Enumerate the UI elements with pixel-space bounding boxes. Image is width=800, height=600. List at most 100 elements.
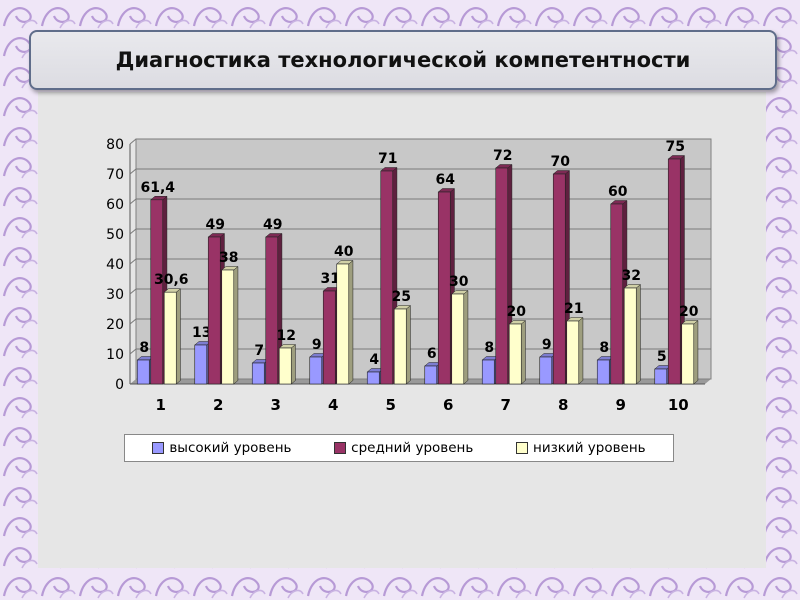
data-label: 72 xyxy=(493,148,512,164)
bar xyxy=(309,356,323,385)
data-label: 8 xyxy=(484,340,494,356)
bar xyxy=(251,362,265,385)
bar-side xyxy=(521,319,526,385)
x-tick-label: 5 xyxy=(386,396,396,414)
bar xyxy=(322,290,336,385)
bar xyxy=(336,263,350,385)
legend-label-low: низкий уровень xyxy=(533,440,646,456)
data-label: 60 xyxy=(608,184,628,200)
data-label: 9 xyxy=(542,337,552,353)
data-label: 8 xyxy=(139,340,149,356)
bar-side xyxy=(636,283,641,385)
bar xyxy=(681,323,695,385)
legend-swatch-high xyxy=(152,442,165,454)
bar-side xyxy=(176,288,181,385)
bar xyxy=(495,167,509,385)
x-tick-label: 9 xyxy=(616,396,626,414)
bar xyxy=(366,371,380,385)
bar-side xyxy=(406,304,411,385)
gridline-wall xyxy=(129,198,137,205)
data-label: 20 xyxy=(507,304,527,320)
data-label: 20 xyxy=(679,304,699,320)
legend-item-high: высокий уровень xyxy=(152,440,291,456)
bar xyxy=(194,344,208,385)
data-label: 75 xyxy=(666,139,685,155)
data-label: 8 xyxy=(599,340,609,356)
bar xyxy=(610,203,624,385)
bar xyxy=(136,359,150,385)
bar xyxy=(424,365,438,385)
data-label: 71 xyxy=(378,151,397,167)
bar xyxy=(163,291,177,385)
bar xyxy=(207,236,221,385)
legend-label-medium: средний уровень xyxy=(351,440,474,456)
data-label: 4 xyxy=(369,352,379,368)
data-label: 38 xyxy=(219,250,238,266)
legend-swatch-medium xyxy=(334,442,347,454)
data-label: 7 xyxy=(254,343,264,359)
bar-side xyxy=(463,289,469,385)
x-tick-label: 7 xyxy=(501,396,511,414)
bar xyxy=(508,323,522,385)
data-label: 21 xyxy=(564,301,583,317)
bar xyxy=(221,269,235,385)
y-tick-label: 60 xyxy=(106,197,124,213)
x-tick-label: 1 xyxy=(156,396,166,414)
gridline-wall xyxy=(129,168,137,175)
data-label: 31 xyxy=(321,271,340,287)
y-tick-label: 30 xyxy=(106,287,124,303)
data-label: 49 xyxy=(206,217,225,233)
x-tick-label: 6 xyxy=(443,396,453,414)
y-tick-label: 70 xyxy=(106,167,124,183)
bar xyxy=(265,236,279,385)
y-tick-label: 40 xyxy=(106,257,124,273)
y-tick-label: 0 xyxy=(115,377,124,393)
bar xyxy=(654,368,668,385)
bar xyxy=(566,320,580,385)
gridline-wall xyxy=(129,228,137,235)
data-label: 13 xyxy=(192,325,211,341)
y-tick-label: 50 xyxy=(106,227,124,243)
bar-side xyxy=(578,316,584,385)
title-box: Диагностика технологической компетентнос… xyxy=(29,30,777,90)
data-label: 9 xyxy=(312,337,322,353)
bar xyxy=(380,170,394,385)
x-tick-label: 8 xyxy=(558,396,568,414)
gridline-wall xyxy=(129,138,137,145)
data-label: 49 xyxy=(263,217,282,233)
data-label: 5 xyxy=(657,349,667,365)
page-title: Диагностика технологической компетентнос… xyxy=(115,48,691,72)
bar-side xyxy=(693,319,699,385)
legend-label-high: высокий уровень xyxy=(169,440,292,456)
legend: высокий уровень средний уровень низкий у… xyxy=(124,434,674,462)
bar xyxy=(150,199,164,385)
data-label: 25 xyxy=(392,289,411,305)
x-tick-label: 4 xyxy=(328,396,338,414)
legend-item-medium: средний уровень xyxy=(334,440,473,456)
data-label: 61,4 xyxy=(140,180,175,196)
x-tick-label: 10 xyxy=(668,396,689,414)
y-tick-label: 80 xyxy=(106,137,124,153)
bar-side xyxy=(291,343,296,385)
bar xyxy=(278,347,292,385)
bar xyxy=(552,173,566,385)
data-label: 30,6 xyxy=(154,272,189,288)
bar xyxy=(437,191,451,385)
bar xyxy=(451,293,465,385)
y-tick-label: 10 xyxy=(106,347,124,363)
data-label: 70 xyxy=(551,154,571,170)
bar xyxy=(481,359,495,385)
data-label: 6 xyxy=(427,346,437,362)
bar xyxy=(596,359,610,385)
data-label: 32 xyxy=(622,268,641,284)
x-tick-label: 3 xyxy=(271,396,281,414)
bar xyxy=(623,287,637,385)
gridline-wall xyxy=(129,288,137,295)
data-label: 40 xyxy=(334,244,354,260)
y-tick-label: 20 xyxy=(106,317,124,333)
bar xyxy=(667,158,681,385)
bar xyxy=(539,356,553,385)
data-label: 12 xyxy=(277,328,296,344)
gridline-wall xyxy=(129,258,137,265)
